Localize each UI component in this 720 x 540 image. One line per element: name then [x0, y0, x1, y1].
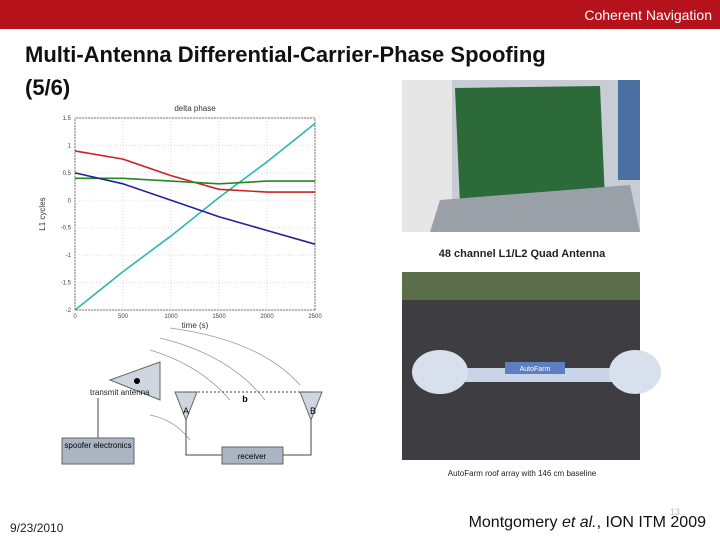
- y-tick-label: 0.5: [63, 171, 72, 177]
- receiver-box: [221, 446, 284, 465]
- receiver-label: receiver: [238, 452, 267, 461]
- citation-etal: et al.: [561, 514, 597, 531]
- x-tick-label: 500: [118, 314, 129, 320]
- antenna-bar: [425, 368, 640, 382]
- y-tick-label: -0.5: [61, 226, 72, 232]
- date: 9/23/2010: [10, 521, 64, 535]
- x-tick-label: 1000: [164, 314, 178, 320]
- plot-ylabel: L1 cycles: [38, 197, 47, 230]
- x-tick-label: 2500: [308, 314, 322, 320]
- wire-a: [185, 420, 222, 456]
- plot-title: delta phase: [174, 104, 216, 113]
- spoofer-label: spoofer electronics: [64, 441, 131, 450]
- y-tick-label: 0: [68, 198, 72, 204]
- wire-b: [283, 420, 312, 456]
- brand: Coherent Navigation: [584, 7, 712, 23]
- transmit-label-1: transmit antenna: [90, 388, 150, 397]
- x-tick-label: 0: [73, 314, 77, 320]
- antenna-a-label: A: [183, 406, 189, 416]
- citation: Montgomery et al., ION ITM 2009: [469, 514, 706, 532]
- antenna-disc: [609, 350, 661, 394]
- citation-venue: , ION ITM 2009: [596, 514, 706, 531]
- board: [455, 86, 605, 205]
- wave-arcs: [149, 327, 301, 441]
- roof-photo-grass: [402, 272, 640, 300]
- antenna-label: AutoFarm: [520, 366, 551, 373]
- y-tick-label: -1.5: [61, 281, 72, 287]
- y-tick-label: -1: [66, 253, 72, 259]
- antenna-b-label: B: [310, 406, 316, 416]
- slide-number: 13: [670, 507, 680, 517]
- x-tick-label: 1500: [212, 314, 226, 320]
- header-bar: [0, 0, 720, 29]
- antenna-disc: [412, 350, 468, 394]
- roof-caption: AutoFarm roof array with 146 cm baseline: [448, 469, 597, 478]
- antenna-box: [505, 362, 565, 374]
- y-tick-label: -2: [66, 308, 72, 314]
- slide-title: Multi-Antenna Differential-Carrier-Phase…: [25, 42, 546, 100]
- board-tray: [430, 185, 640, 232]
- plot: -2 -1.5 -1 -0.5 0 0.5 1 1.5 0 500 1000 1500 2000 2500: [61, 116, 323, 320]
- transmit-dot: [134, 378, 140, 384]
- series-line: [75, 177, 315, 185]
- x-tick-label: 2000: [260, 314, 274, 320]
- series-line: [74, 172, 316, 245]
- board-photo-edge: [618, 80, 640, 180]
- y-tick-label: 1: [68, 143, 72, 149]
- plot-xlabel: time (s): [182, 321, 209, 330]
- y-tick-label: 1.5: [63, 116, 72, 122]
- board-caption: 48 channel L1/L2 Quad Antenna: [439, 248, 606, 260]
- baseline-label: b: [242, 394, 248, 404]
- series-line: [74, 122, 316, 311]
- spoofer-box: [61, 437, 135, 465]
- citation-author: Montgomery: [468, 514, 562, 531]
